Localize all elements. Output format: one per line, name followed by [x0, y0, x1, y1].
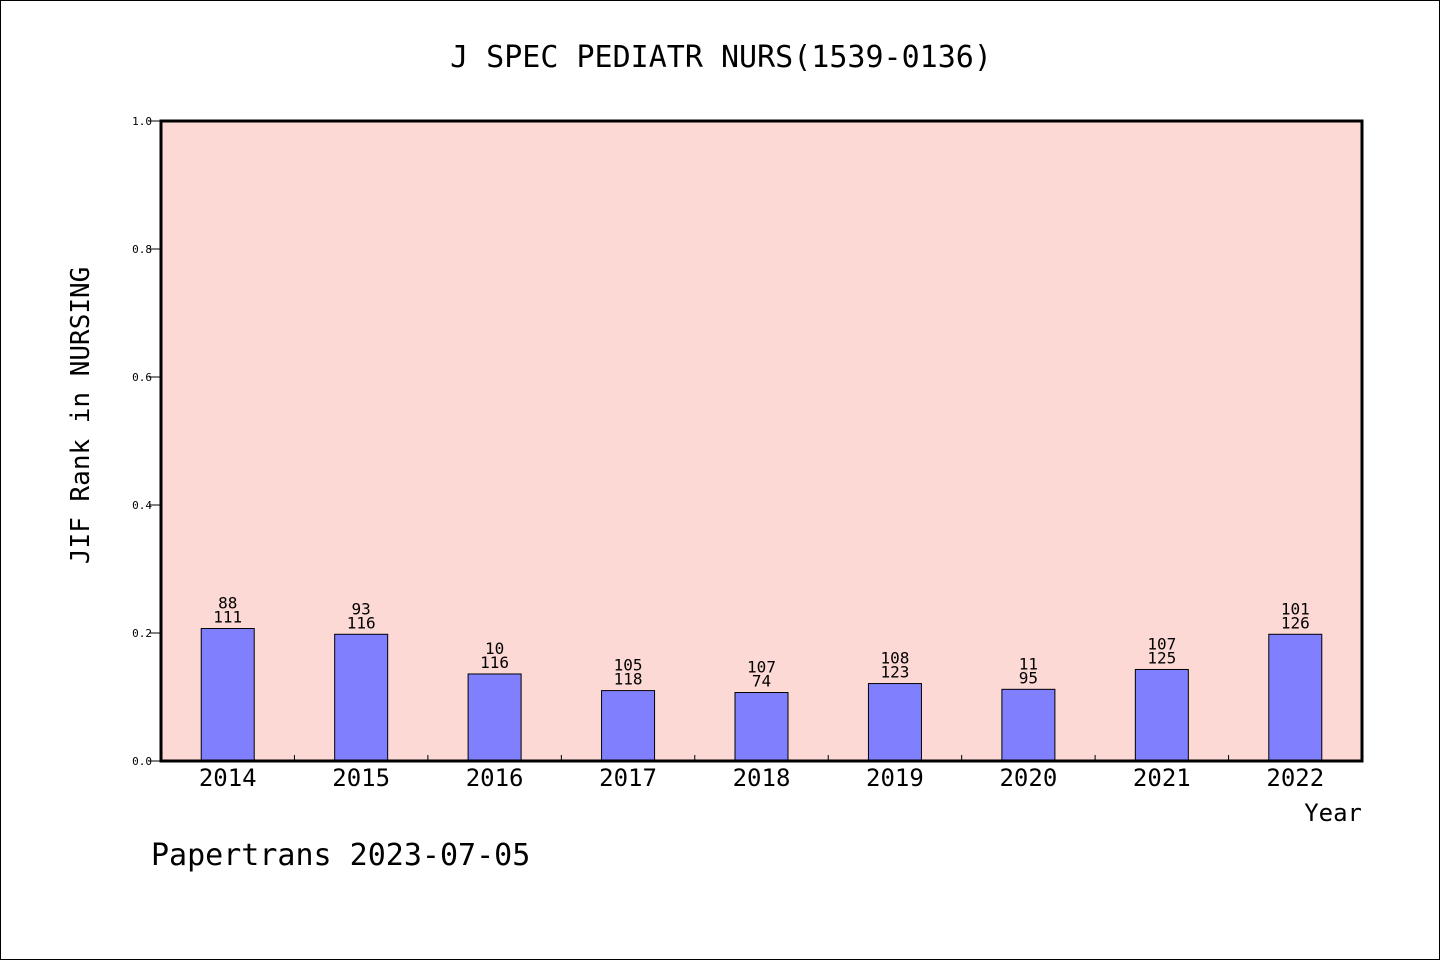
bar-2016: [467, 673, 522, 762]
bar-2015: [334, 633, 389, 762]
y-tick-label: 1.0: [132, 115, 152, 128]
y-tick-label: 0.6: [132, 371, 152, 384]
y-tick-label: 0.0: [132, 755, 152, 768]
y-tick-label: 0.2: [132, 627, 152, 640]
bar-label-rank: 107: [747, 658, 776, 677]
x-axis: 2014 2015 2016 2017 2018 2019 2020 2021 2022: [199, 755, 1324, 792]
bar-label-rank: 88: [218, 594, 237, 613]
plot-border: [159, 119, 1364, 763]
bar-label-total: 95: [1019, 668, 1038, 687]
bar-2019: [867, 683, 922, 762]
bar-label-rank: 108: [880, 649, 909, 668]
bar-label-total: 125: [1147, 648, 1176, 667]
bar-label-rank: 101: [1281, 599, 1310, 618]
x-tick-label: 2018: [733, 764, 791, 792]
x-tick-label: 2021: [1133, 764, 1191, 792]
x-tick-label: 2020: [999, 764, 1057, 792]
bar-label-total: 116: [480, 653, 509, 672]
footer-watermark: Papertrans 2023-07-05: [151, 838, 530, 873]
bar-2020: [1001, 688, 1056, 762]
bar-label-rank: 93: [352, 599, 371, 618]
bar-label-total: 116: [347, 613, 376, 632]
bar-label-total: 111: [213, 608, 242, 627]
y-axis-label: JIF Rank in NURSING: [66, 267, 96, 564]
bar-label-total: 74: [752, 672, 771, 691]
x-tick-label: 2019: [866, 764, 924, 792]
bar-2022: [1268, 633, 1323, 762]
bars: [200, 628, 1323, 762]
bar-label-rank: 11: [1019, 654, 1038, 673]
bar-2021: [1134, 668, 1189, 762]
chart-title: J SPEC PEDIATR NURS(1539-0136): [450, 40, 992, 75]
bar-2014: [200, 628, 255, 762]
bar-label-rank: 107: [1147, 634, 1176, 653]
x-tick-label: 2014: [199, 764, 257, 792]
y-tick-label: 0.4: [132, 499, 152, 512]
x-axis-label: Year: [1304, 799, 1362, 827]
y-tick-label: 0.8: [132, 243, 152, 256]
x-tick-label: 2022: [1266, 764, 1324, 792]
bar-label-total: 118: [614, 670, 643, 689]
bar-label-total: 123: [880, 663, 909, 682]
bar-label-total: 126: [1281, 613, 1310, 632]
x-tick-label: 2016: [466, 764, 524, 792]
bar-2018: [734, 692, 789, 762]
bar-2017: [601, 690, 656, 762]
bar-label-rank: 10: [485, 639, 504, 658]
x-tick-label: 2017: [599, 764, 657, 792]
bar-label-rank: 105: [614, 656, 643, 675]
x-tick-label: 2015: [332, 764, 390, 792]
y-axis: 0.0 0.2 0.4 0.6 0.8 1.0: [132, 115, 161, 768]
